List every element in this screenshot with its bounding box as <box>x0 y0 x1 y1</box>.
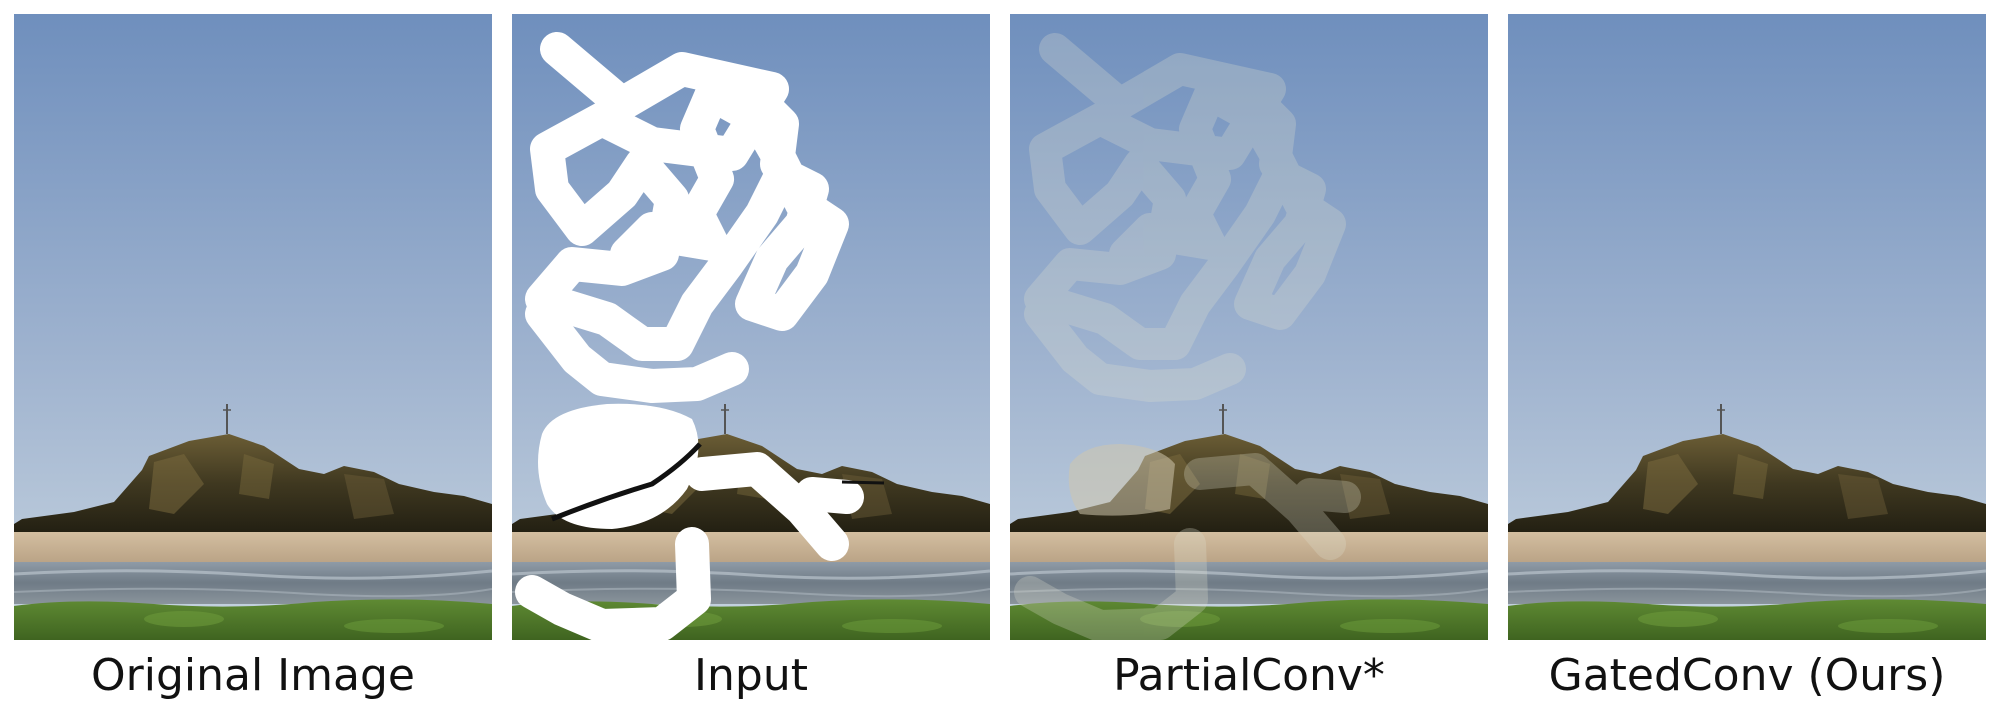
mask-blob <box>538 403 885 529</box>
caption-input: Input <box>694 650 808 701</box>
input-image <box>512 14 990 640</box>
caption-gatedconv: GatedConv (Ours) <box>1548 650 1946 701</box>
caption-partialconv: PartialConv* <box>1113 650 1385 701</box>
caption-original-image: Original Image <box>91 650 415 701</box>
gatedconv-result-panel <box>1508 14 1986 640</box>
gatedconv-result-image <box>1508 14 1986 640</box>
blurred-rock-artifact <box>1068 444 1175 516</box>
original-image-panel <box>14 14 492 640</box>
input-image-panel <box>512 14 990 640</box>
original-image <box>14 14 492 640</box>
partialconv-result-image <box>1010 14 1488 640</box>
partialconv-result-panel <box>1010 14 1488 640</box>
